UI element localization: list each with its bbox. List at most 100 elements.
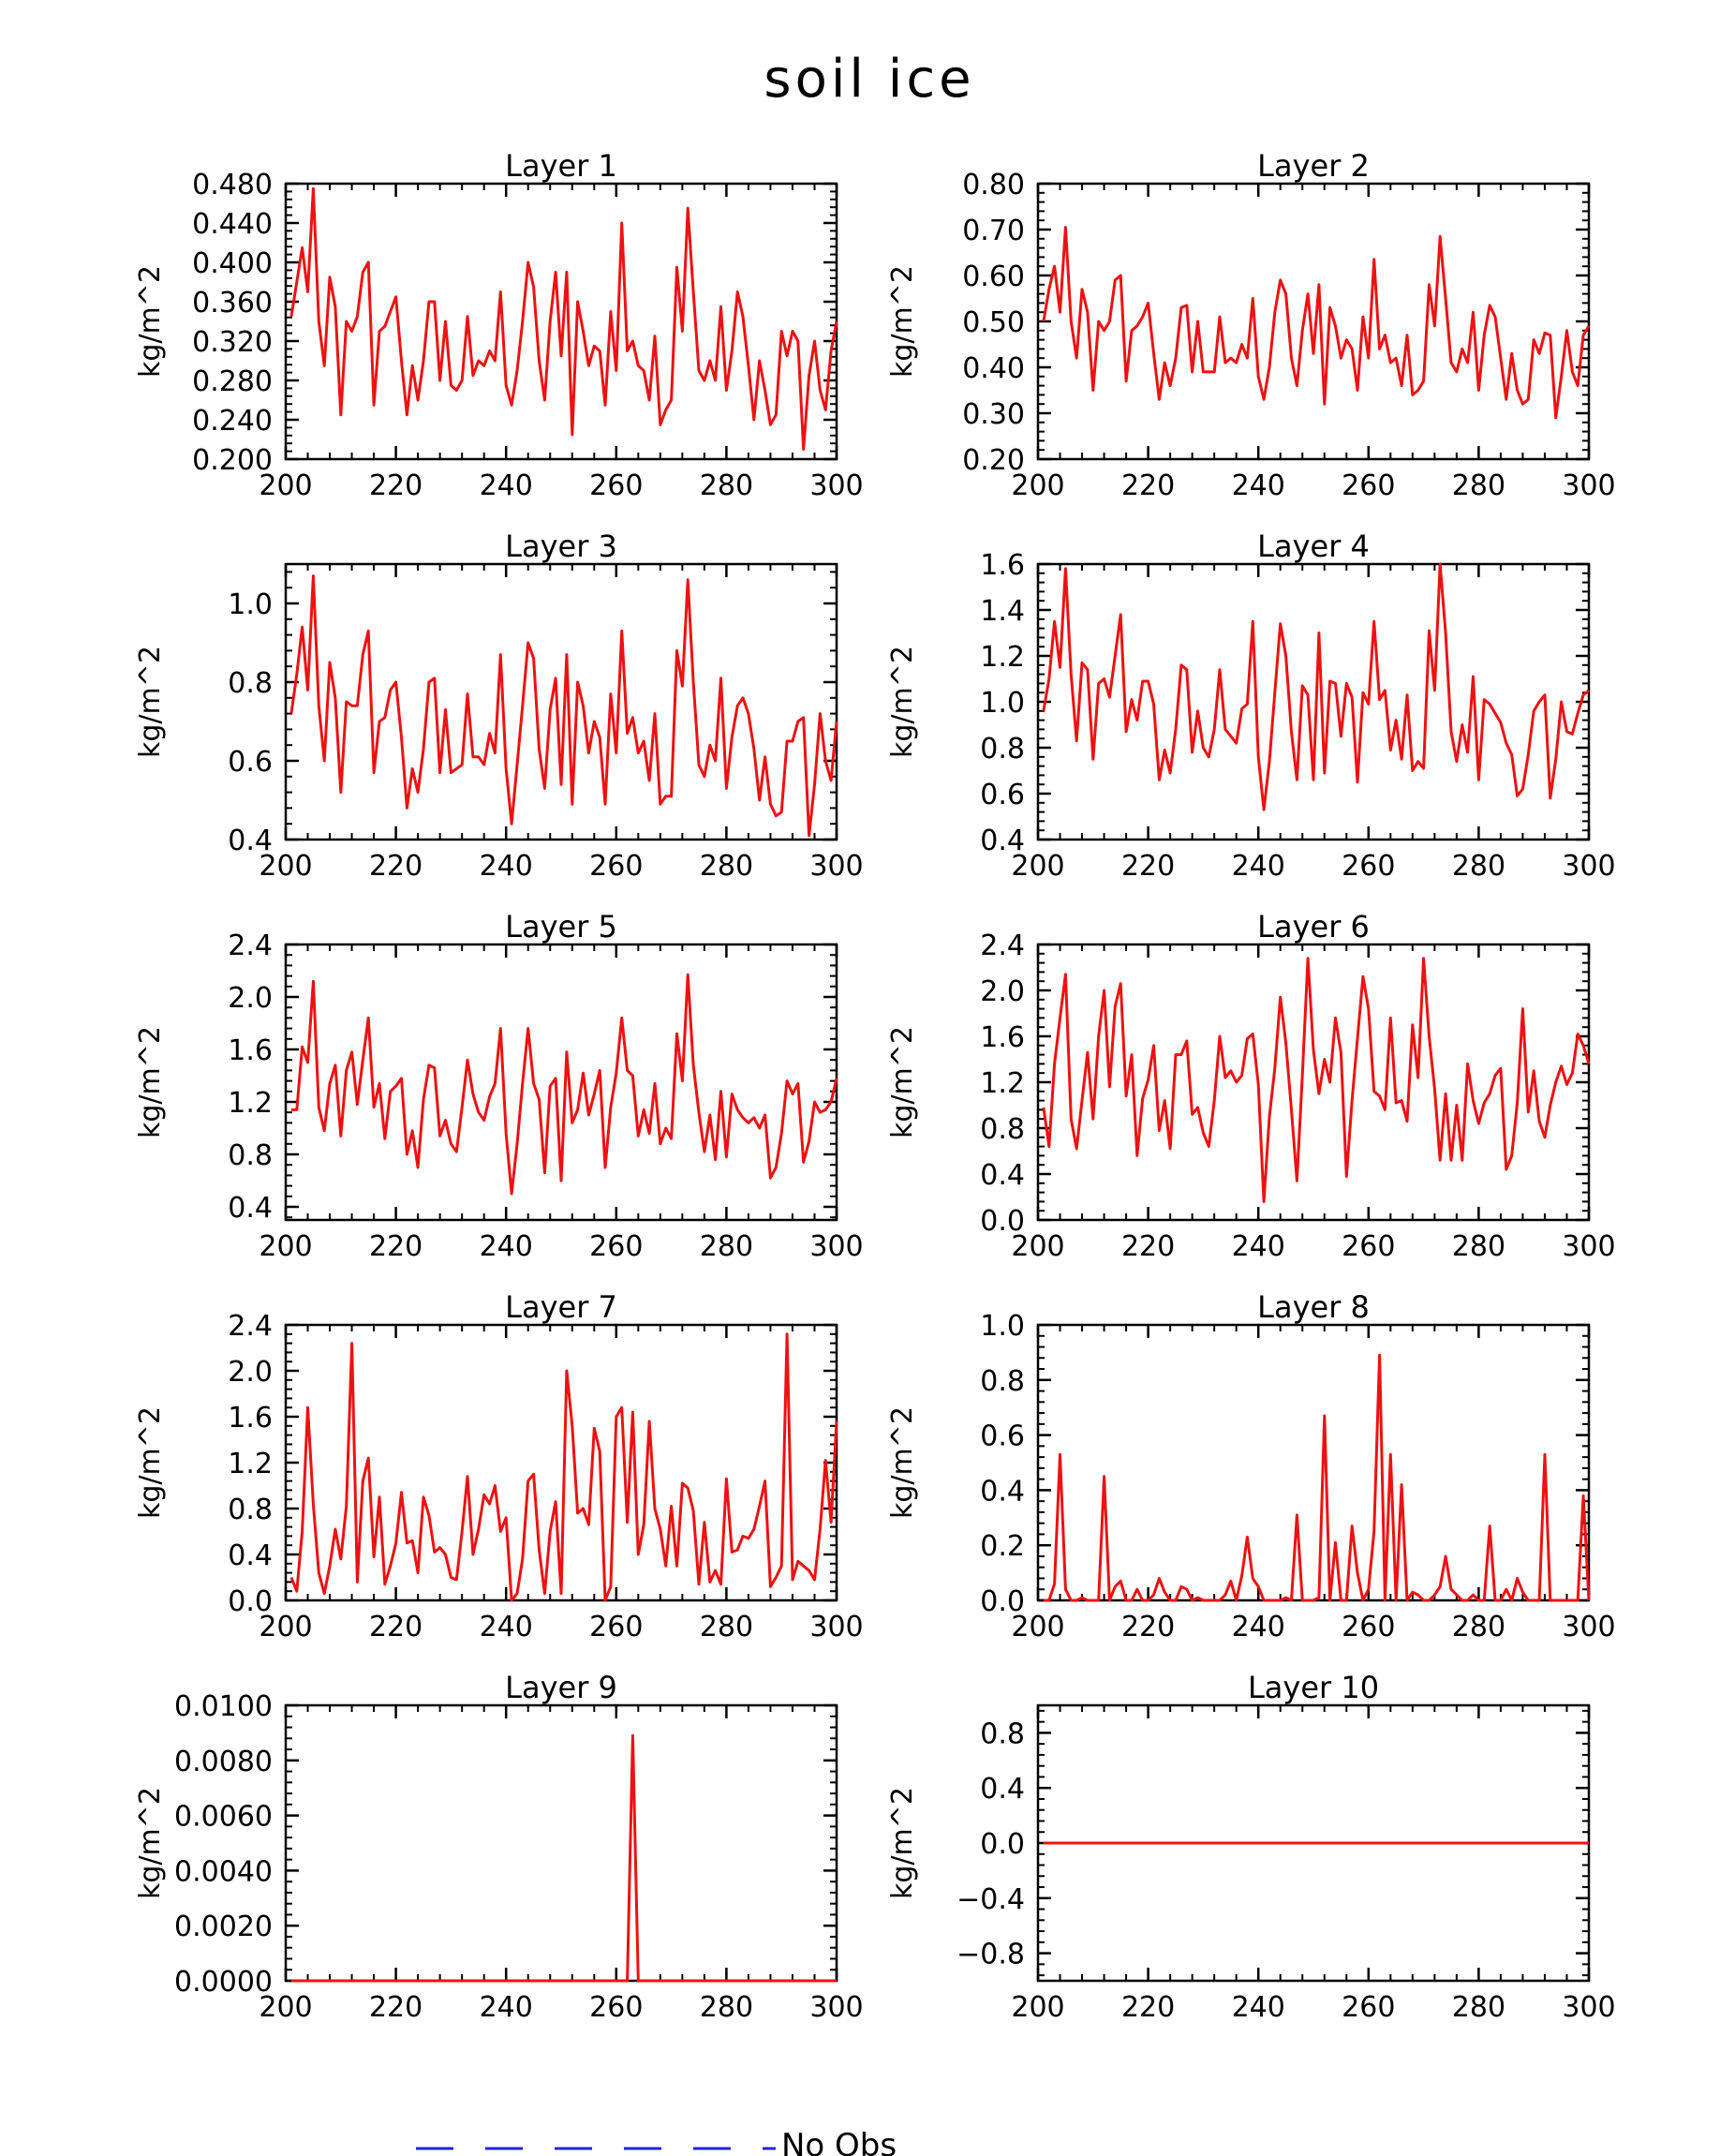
y-tick-label: 0.0100 <box>174 1690 273 1723</box>
series-line <box>1042 957 1591 1203</box>
series-line <box>1043 1353 1591 1602</box>
y-tick-label: 0.0 <box>980 1828 1025 1861</box>
y-tick-label: 0.8 <box>980 1113 1025 1146</box>
y-tick-label: 1.2 <box>980 1067 1025 1100</box>
x-tick-label: 220 <box>1121 1230 1175 1263</box>
y-tick-label: 0.8 <box>228 1494 273 1526</box>
x-tick-label: 260 <box>589 1991 643 2024</box>
x-tick-label: 200 <box>1011 1611 1064 1643</box>
legend-no-obs-label: No Obs <box>781 2127 897 2156</box>
x-tick-label: 300 <box>1562 1611 1615 1643</box>
x-tick-label: 260 <box>589 1230 643 1263</box>
x-tick-label: 260 <box>1342 469 1395 502</box>
x-tick-label: 220 <box>1121 850 1175 883</box>
x-tick-label: 260 <box>1342 1230 1395 1263</box>
x-tick-label: 280 <box>700 1230 753 1263</box>
y-axis-label: kg/m^2 <box>886 1787 919 1899</box>
panel-layer-6: Layer 6 kg/m^2 200 220 240 260 280 300 0.0 0.4 0.8… <box>886 909 1616 1263</box>
x-tick-label: 240 <box>1232 1611 1285 1643</box>
x-tick-label: 260 <box>1342 1991 1395 2024</box>
x-tick-label: 300 <box>809 1611 863 1643</box>
x-tick-label: 280 <box>700 469 753 502</box>
x-tick-label: 280 <box>1452 1230 1505 1263</box>
y-tick-label: 0.4 <box>228 1192 273 1225</box>
plot-frame <box>1036 182 1591 461</box>
x-tick-label: 220 <box>1121 1991 1175 2024</box>
panel-title: Layer 10 <box>1248 1670 1379 1705</box>
x-tick-label: 220 <box>369 850 423 883</box>
y-tick-label: 0.320 <box>192 326 273 359</box>
y-tick-label: 2.0 <box>228 982 273 1015</box>
y-tick-label: 0.8 <box>980 1365 1025 1398</box>
y-tick-label: −0.4 <box>956 1883 1025 1916</box>
panel-title: Layer 1 <box>505 148 617 184</box>
series-line <box>290 973 838 1196</box>
panel-layer-2: Layer 2 kg/m^2 200 220 240 260 280 300 0.20 0.30 0… <box>886 148 1616 502</box>
panel-layer-10: Layer 10 kg/m^2 200 220 240 260 280 300 −0.8 −0.4… <box>886 1670 1616 2024</box>
y-tick-label: 0.8 <box>980 1717 1025 1750</box>
x-tick-label: 280 <box>700 1991 753 2024</box>
y-axis-label: kg/m^2 <box>886 646 919 758</box>
y-tick-label: 0.400 <box>192 247 273 280</box>
x-tick-label: 220 <box>1121 1611 1175 1643</box>
y-axis-label: kg/m^2 <box>134 1406 167 1519</box>
series-line <box>1042 562 1590 811</box>
x-tick-label: 200 <box>1011 850 1064 883</box>
x-tick-label: 200 <box>259 1611 312 1643</box>
series-line <box>1042 226 1591 420</box>
y-tick-label: 1.0 <box>228 588 273 621</box>
y-tick-label: 0.50 <box>962 306 1025 339</box>
panel-title: Layer 2 <box>1257 148 1370 184</box>
y-tick-label: 0.280 <box>192 365 273 398</box>
y-tick-label: 0.70 <box>962 215 1025 247</box>
x-tick-label: 200 <box>259 850 312 883</box>
panel-layer-3: Layer 3 kg/m^2 200 220 240 260 280 300 0.4 0.6 0.8… <box>134 528 864 883</box>
y-tick-label: 1.6 <box>228 1402 273 1435</box>
panel-layer-9: Layer 9 kg/m^2 200 220 240 260 280 300 0.0000 0.0… <box>134 1670 864 2024</box>
x-tick-label: 260 <box>1342 1611 1395 1643</box>
y-tick-label: 0.0040 <box>174 1855 273 1888</box>
x-tick-label: 280 <box>1452 1991 1505 2024</box>
y-tick-label: 1.6 <box>228 1034 273 1067</box>
figure-title: soil ice <box>764 49 974 110</box>
x-tick-label: 300 <box>809 1230 863 1263</box>
x-tick-label: 240 <box>1232 1230 1285 1263</box>
x-tick-label: 280 <box>1452 469 1505 502</box>
y-tick-label: 1.0 <box>980 1310 1025 1343</box>
x-tick-label: 240 <box>480 469 533 502</box>
y-tick-label: 0.60 <box>962 260 1025 293</box>
y-tick-label: 0.0060 <box>174 1801 273 1834</box>
x-tick-label: 300 <box>1562 1230 1615 1263</box>
x-tick-label: 260 <box>1342 850 1395 883</box>
series-line <box>289 574 838 838</box>
x-tick-label: 240 <box>480 850 533 883</box>
plot-frame <box>1036 1323 1591 1602</box>
x-tick-label: 300 <box>809 850 863 883</box>
panel-layer-4: Layer 4 kg/m^2 200 220 240 260 280 300 0.4 0.6 0.8… <box>886 528 1616 883</box>
x-tick-label: 240 <box>1232 850 1285 883</box>
y-axis-label: kg/m^2 <box>134 1787 167 1899</box>
x-tick-label: 200 <box>1011 1991 1064 2024</box>
plot-frame <box>284 562 838 841</box>
y-tick-label: 1.4 <box>980 595 1025 628</box>
y-tick-label: 1.0 <box>980 687 1025 720</box>
plot-frame <box>1036 562 1591 841</box>
y-tick-label: 0.6 <box>228 746 273 779</box>
y-tick-label: 0.0 <box>980 1585 1025 1618</box>
panel-title: Layer 6 <box>1257 909 1370 944</box>
y-tick-label: 2.4 <box>228 1310 273 1343</box>
y-tick-label: 2.0 <box>228 1356 273 1389</box>
panel-layer-1: Layer 1 kg/m^2 200 220 240 260 280 300 0.200 0.24… <box>134 148 864 502</box>
y-tick-label: 2.4 <box>980 929 1025 962</box>
x-tick-label: 220 <box>1121 469 1175 502</box>
y-axis-label: kg/m^2 <box>134 1026 167 1138</box>
x-tick-label: 240 <box>480 1991 533 2024</box>
y-axis-label: kg/m^2 <box>886 1026 919 1138</box>
x-tick-label: 280 <box>700 850 753 883</box>
x-tick-label: 220 <box>369 1611 423 1643</box>
legend: No Obs <box>416 2127 897 2156</box>
y-tick-label: 0.360 <box>192 287 273 320</box>
plot-frame <box>284 1703 838 1983</box>
x-tick-label: 280 <box>700 1611 753 1643</box>
x-tick-label: 300 <box>809 469 863 502</box>
